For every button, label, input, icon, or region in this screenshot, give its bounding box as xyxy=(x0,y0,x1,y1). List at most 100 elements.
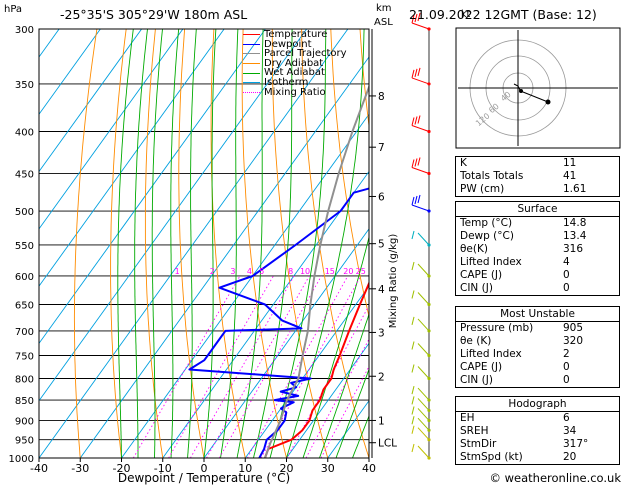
wet-adiabat-line xyxy=(117,29,134,458)
stat-row-pw: PW (cm) 1.61 xyxy=(460,183,587,195)
wind-barb xyxy=(411,157,431,176)
stat-row: EH 6 xyxy=(460,412,570,424)
mixing-ratio-label: 3 xyxy=(230,267,235,276)
pressure-tick-label: 950 xyxy=(15,436,34,447)
wet-adiabat-line xyxy=(236,29,264,458)
pressure-tick-label: 800 xyxy=(15,374,34,385)
stat-row: Temp (°C) 14.8 xyxy=(460,217,587,229)
mixing-ratio-label: 25 xyxy=(356,267,366,276)
stat-row: θe (K) 320 xyxy=(460,335,584,347)
barb-flag xyxy=(411,117,415,126)
legend-item-parcel: Parcel Trajectory xyxy=(243,49,347,59)
pressure-tick-label: 1000 xyxy=(9,454,34,465)
pressure-tick-label: 900 xyxy=(15,416,34,427)
stat-row: CIN (J) 0 xyxy=(460,282,570,294)
pressure-tick-label: 750 xyxy=(15,351,34,362)
legend-swatch xyxy=(243,91,260,93)
mixing-ratio-label: 20 xyxy=(343,267,353,276)
barb-staff xyxy=(411,125,430,132)
wind-barb xyxy=(411,230,431,247)
x-tick-label: -30 xyxy=(71,462,89,475)
barb-flag xyxy=(417,115,421,124)
dry-adiabat-line xyxy=(330,29,369,319)
stat-row: StmDir 317° xyxy=(460,438,589,450)
barb-flag xyxy=(414,158,418,167)
dry-adiabat-line xyxy=(178,29,205,458)
dry-adiabat-line xyxy=(73,29,98,458)
isotherm-line xyxy=(39,29,266,345)
hodograph-storm-dot xyxy=(545,99,551,105)
barb-staff xyxy=(417,318,430,332)
km-tick-label: 5 xyxy=(378,239,385,251)
mixing-ratio-label: 8 xyxy=(288,267,293,276)
dry-adiabat-line xyxy=(210,29,246,458)
isotherm-line xyxy=(39,29,184,230)
pressure-tick-label: 600 xyxy=(15,272,34,283)
legend-item-mixing-ratio: Mixing Ratio xyxy=(243,87,347,98)
x-tick-label: -10 xyxy=(154,462,172,475)
location-title: -25°35'S 305°29'W 180m ASL xyxy=(60,7,247,22)
x-tick-label: -20 xyxy=(113,462,131,475)
barb-flag xyxy=(411,290,415,299)
barb-flag xyxy=(411,69,415,79)
mixing-ratio-label: 15 xyxy=(325,267,335,276)
dry-adiabat-line xyxy=(144,29,164,458)
credit-text: © weatheronline.co.uk xyxy=(489,471,621,485)
series-line-parcel-trajectory xyxy=(264,84,369,458)
wind-barb xyxy=(411,194,431,213)
km-tick-label: 6 xyxy=(378,191,385,203)
hodograph-unit: kt xyxy=(461,9,471,20)
legend-item-temperature: Temperature xyxy=(243,30,347,40)
wet-adiabat-line xyxy=(151,29,163,458)
barb-flag xyxy=(411,416,415,425)
legend-swatch xyxy=(243,53,260,55)
dry-adiabat-line xyxy=(110,29,127,458)
stat-row: SREH 34 xyxy=(460,425,577,437)
isotherm-line xyxy=(39,29,142,173)
wind-barb xyxy=(411,406,431,423)
barb-flag xyxy=(411,159,415,168)
dry-adiabat-line xyxy=(301,29,369,458)
isotherm-line xyxy=(162,170,369,458)
isotherm-line xyxy=(203,228,369,458)
dry-adiabat-line xyxy=(623,29,629,458)
most-unstable-title: Most Unstable xyxy=(500,308,575,320)
wind-barbs xyxy=(411,12,431,460)
barb-flag xyxy=(417,194,421,204)
legend-swatch xyxy=(243,34,260,36)
barb-staff xyxy=(417,343,430,356)
series-line-temperature xyxy=(264,280,369,458)
km-tick-label: 8 xyxy=(378,91,385,103)
pressure-tick-label: 700 xyxy=(15,327,34,338)
axes: 3003504004505005506006507007508008509009… xyxy=(9,25,398,475)
wind-barb xyxy=(411,443,431,460)
most-unstable-panel: Most Unstable Pressure (mb) 905 θe (K) 320… xyxy=(455,306,620,388)
pressure-tick-label: 550 xyxy=(15,241,34,252)
pressure-tick-label: 450 xyxy=(15,169,34,180)
stat-row: CIN (J) 0 xyxy=(460,374,570,386)
stat-row: Lifted Index 2 xyxy=(460,348,570,360)
wet-adiabat-line xyxy=(170,29,180,458)
wind-barb xyxy=(411,364,431,381)
datetime-title: 21.09.2022 12GMT (Base: 12) xyxy=(409,7,597,22)
km-tick-label: 2 xyxy=(378,371,385,383)
wind-barb xyxy=(411,12,431,31)
barb-staff xyxy=(411,77,430,85)
barb-flag xyxy=(414,116,418,125)
mixing-ratio-line xyxy=(132,275,241,458)
mixing-ratio-line xyxy=(219,275,322,458)
legend-item-dewpoint: Dewpoint xyxy=(243,39,347,50)
wet-adiabat-line xyxy=(302,235,369,458)
km-label: km xyxy=(376,3,392,14)
mixing-ratio-label: 1 xyxy=(175,267,180,276)
wind-barb xyxy=(411,290,431,307)
barb-flag xyxy=(417,12,421,22)
wind-barb xyxy=(411,385,431,402)
barb-staff xyxy=(417,366,430,379)
wind-barb xyxy=(411,115,431,134)
hpa-label: hPa xyxy=(4,4,22,15)
x-tick-label: 40 xyxy=(362,462,376,475)
surface-title: Surface xyxy=(517,203,558,215)
profile-lines xyxy=(188,84,369,458)
